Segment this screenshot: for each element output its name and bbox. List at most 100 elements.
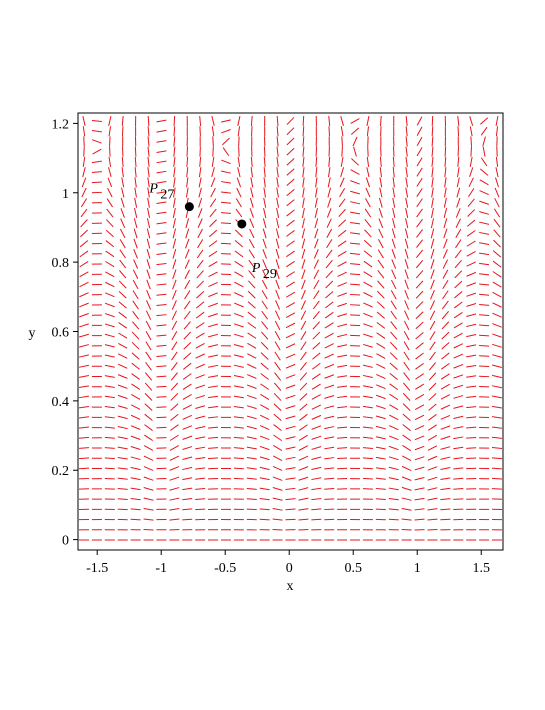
- field-segment: [250, 229, 254, 238]
- field-segment: [365, 219, 371, 227]
- field-segment: [211, 188, 216, 197]
- field-segment: [496, 167, 498, 177]
- field-segment: [264, 188, 266, 198]
- field-segment: [406, 208, 408, 218]
- field-segment: [492, 355, 502, 358]
- field-segment: [119, 302, 127, 308]
- field-segment: [187, 147, 188, 157]
- field-segment: [415, 509, 425, 510]
- field-segment: [479, 222, 489, 224]
- field-segment: [468, 199, 474, 207]
- field-segment: [106, 251, 114, 257]
- field-segment: [208, 407, 218, 408]
- field-segment: [234, 303, 243, 307]
- field-segment: [467, 262, 476, 266]
- field-segment: [148, 116, 149, 126]
- field-segment: [493, 271, 501, 277]
- field-segment: [455, 250, 461, 258]
- field-segment: [195, 416, 205, 418]
- field-segment: [208, 417, 218, 418]
- field-segment: [303, 136, 304, 146]
- field-segment: [338, 272, 347, 276]
- field-segment: [195, 478, 205, 479]
- field-segment: [250, 219, 254, 228]
- field-segment: [273, 477, 282, 480]
- field-segment: [313, 322, 320, 329]
- field-segment: [118, 499, 128, 500]
- field-segment: [350, 202, 360, 204]
- field-segment: [313, 332, 320, 339]
- field-segment: [172, 342, 177, 350]
- field-segment: [144, 509, 154, 511]
- field-segment: [276, 290, 280, 299]
- field-segment: [144, 467, 153, 471]
- field-segment: [147, 218, 149, 228]
- field-segment: [324, 478, 334, 479]
- field-segment: [157, 161, 167, 163]
- field-segment: [299, 446, 308, 451]
- field-segment: [432, 198, 434, 208]
- field-segment: [350, 274, 360, 275]
- field-segment: [492, 437, 502, 438]
- field-segment: [416, 322, 423, 329]
- field-segment: [81, 199, 86, 207]
- field-segment: [415, 446, 424, 449]
- field-segment: [416, 301, 423, 308]
- field-segment: [492, 396, 502, 398]
- field-segment: [432, 147, 433, 157]
- field-segment: [182, 447, 192, 450]
- field-segment: [170, 446, 179, 451]
- field-segment: [492, 324, 501, 328]
- field-segment: [457, 198, 460, 207]
- field-segment: [208, 386, 218, 388]
- field-segment: [147, 300, 151, 309]
- field-segment: [195, 468, 205, 469]
- field-segment: [326, 250, 332, 258]
- field-segment: [445, 177, 446, 187]
- field-segment: [299, 435, 308, 440]
- field-segment: [79, 303, 88, 307]
- field-segment: [286, 395, 295, 398]
- field-segment: [109, 157, 111, 167]
- field-segment: [83, 167, 86, 177]
- field-segment: [264, 157, 265, 167]
- field-segment: [311, 488, 321, 489]
- field-segment: [182, 457, 192, 460]
- field-segment: [275, 331, 280, 340]
- field-segment: [105, 282, 114, 286]
- field-segment: [468, 188, 473, 196]
- field-segment: [109, 167, 112, 177]
- field-segment: [324, 489, 334, 490]
- field-segment: [327, 208, 331, 217]
- field-segment: [234, 406, 244, 407]
- field-segment: [337, 365, 347, 367]
- field-segment: [389, 519, 399, 520]
- field-segment: [315, 198, 317, 208]
- field-segment: [365, 209, 371, 217]
- field-segment: [404, 331, 409, 340]
- field-segment: [260, 426, 269, 430]
- field-segment: [247, 385, 256, 389]
- field-segment: [479, 305, 489, 306]
- field-segment: [169, 509, 179, 511]
- field-segment: [132, 374, 140, 380]
- field-segment: [250, 208, 253, 217]
- field-segment: [366, 198, 371, 207]
- field-segment: [432, 177, 433, 187]
- field-segment: [109, 116, 111, 126]
- field-segment: [492, 406, 502, 408]
- field-segment: [415, 478, 425, 480]
- field-segment: [82, 178, 85, 187]
- field-segment: [492, 313, 501, 317]
- field-segment: [234, 313, 243, 316]
- field-segment: [156, 335, 166, 336]
- field-segment: [156, 376, 166, 377]
- field-segment: [118, 343, 127, 348]
- field-segment: [148, 167, 149, 177]
- field-segment: [286, 230, 294, 236]
- field-segment: [337, 407, 347, 408]
- field-segment: [492, 375, 502, 377]
- field-segment: [185, 249, 189, 258]
- field-segment: [458, 116, 459, 126]
- field-segment: [302, 270, 305, 279]
